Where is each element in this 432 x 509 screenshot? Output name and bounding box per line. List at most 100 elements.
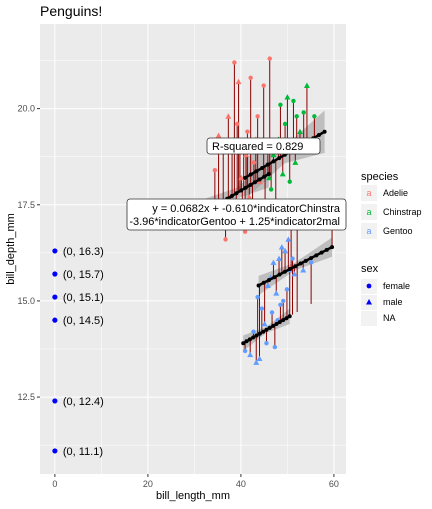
fitted-point [293,264,298,269]
marked-point [52,398,58,404]
data-point-gentoo [253,359,260,365]
fitted-point [330,245,335,250]
fitted-point [288,267,293,272]
data-point-chinstrap [291,98,296,104]
data-point-adelie [246,194,253,200]
fitted-point [324,247,329,252]
fitted-point [243,185,248,190]
data-point-gentoo [273,290,280,296]
data-point-chinstrap [266,174,273,181]
fitted-point [256,283,261,288]
fitted-point [272,275,277,280]
data-point-adelie [255,114,260,119]
legend-glyph: a [366,207,371,217]
legend-sex-title: sex [361,263,379,275]
marked-point [52,448,58,454]
marked-point [52,248,58,254]
x-tick-label: 40 [236,479,246,489]
legend-glyph: a [366,226,371,236]
legend-triangle-icon [366,299,372,305]
data-point-gentoo [259,306,265,311]
x-tick-label: 20 [143,479,153,489]
data-point-chinstrap [296,128,303,135]
data-point-gentoo [278,244,285,250]
marked-points: (0, 16.3) (0, 15.7) (0, 15.1) (0, 14.5) (0, … [52,246,104,458]
data-point-adelie [243,151,250,158]
data-point-gentoo [270,259,277,265]
data-point-gentoo [261,321,268,327]
fitted-point [271,159,276,164]
legend-species-title: species [361,171,399,183]
fitted-point [262,174,267,179]
marked-point-label: (0, 16.3) [63,246,104,258]
y-tick-label: 15.0 [17,296,35,306]
data-point-gentoo [242,348,248,354]
x-tick-label: 60 [329,479,339,489]
data-point-gentoo [278,302,283,307]
data-point-gentoo [308,260,314,265]
data-point-gentoo [284,287,290,292]
fitted-point [257,331,262,336]
data-point-adelie [242,229,248,234]
data-point-gentoo [264,282,271,288]
fitted-point [254,169,259,174]
equation-line-1: y = 0.0682x + -0.610*indicatorChinstra [152,203,341,215]
marked-point [52,317,58,323]
data-point-gentoo [264,341,269,346]
data-point-adelie [248,75,253,81]
equation-line-2: -3.96*indicatorGentoo + 1.25*indicator2m… [129,216,340,228]
legend-key [361,311,377,326]
legend-label: NA [383,313,396,323]
marked-point-label: (0, 15.1) [63,292,104,304]
data-point-gentoo [251,329,256,334]
fitted-point [239,188,244,193]
marked-point-label: (0, 11.1) [63,446,103,458]
plot-panel [40,24,346,474]
axes: 0 20 40 60 12.5 15.0 17.5 20.0 [17,104,338,489]
legend-key [361,204,377,220]
data-point-adelie [212,167,218,173]
marked-point [52,294,58,300]
r-squared-label: R-squared = 0.829 [212,141,303,153]
fitted-point [316,132,321,137]
fitted-point [229,193,234,198]
fitted-point [284,316,289,321]
fitted-point [309,256,314,261]
fitted-point [277,272,282,277]
fitted-point [267,325,272,330]
data-point-adelie [225,113,232,119]
data-point-chinstrap [294,114,299,119]
fitted-point [265,162,270,167]
fitted-point [244,339,249,344]
fitted-point [322,129,327,134]
fitted-point [248,172,253,177]
x-tick-label: 0 [52,479,57,489]
chart-title: Penguins! [40,3,102,19]
legend-sex-items: female male NA [361,279,410,326]
data-point-chinstrap [270,151,277,158]
legend-label: Chinstrap [383,207,422,217]
legend-circle-icon [366,283,372,289]
fitted-point [274,322,279,326]
data-point-gentoo [291,271,298,277]
legend-glyph: a [366,188,371,198]
equation-box [126,198,347,231]
data-point-gentoo [285,236,292,242]
y-tick-label: 17.5 [17,200,35,210]
fitted-point [314,253,319,258]
data-point-adelie [235,78,242,85]
fitted-point [241,341,246,346]
data-point-gentoo [290,256,295,261]
fitted-point [251,335,256,340]
data-point-gentoo [300,267,307,273]
data-point-chinstrap [268,187,274,192]
legend-label: male [383,297,403,307]
data-point-adelie [238,174,245,181]
data-point-gentoo [255,294,260,300]
y-tick-label: 20.0 [17,104,35,114]
data-point-chinstrap [312,114,317,119]
data-point-adelie [234,121,240,127]
fitted-point [248,182,253,187]
